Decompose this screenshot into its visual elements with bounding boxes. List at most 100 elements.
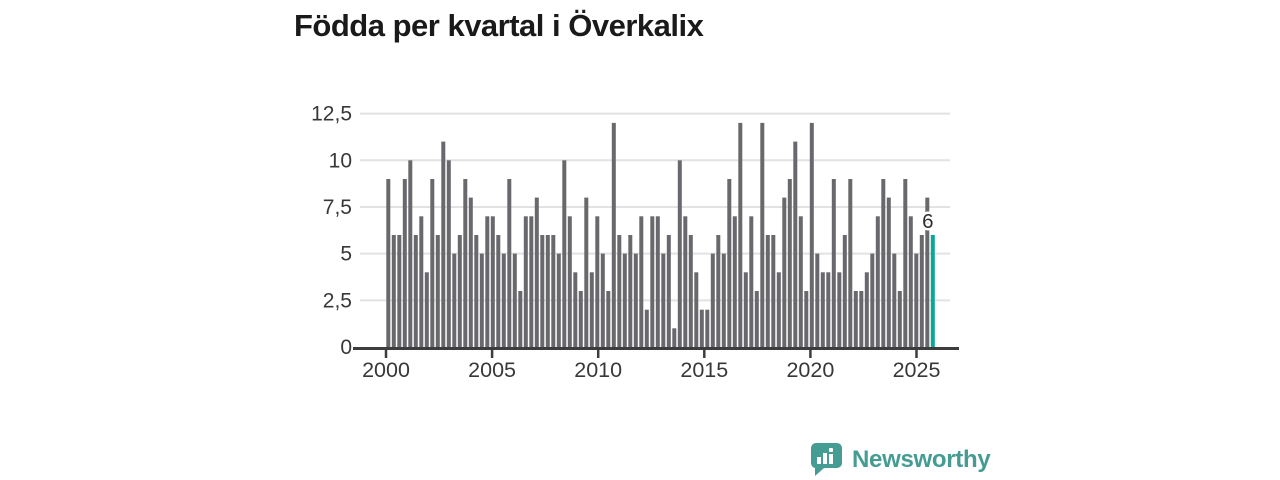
bar <box>501 253 506 347</box>
bar <box>787 179 792 347</box>
bar <box>743 272 748 347</box>
bar <box>705 309 710 347</box>
y-axis-tick-label: 12,5 <box>311 103 352 126</box>
bar <box>424 272 429 347</box>
bar <box>562 160 567 347</box>
bar <box>771 235 776 347</box>
bar <box>782 197 787 347</box>
bar <box>441 141 446 347</box>
x-axis-tick-label: 2025 <box>893 358 941 382</box>
newsworthy-logo-icon <box>810 443 842 476</box>
bar <box>919 235 924 347</box>
bar <box>386 179 391 347</box>
bar <box>793 141 798 347</box>
bar <box>798 216 803 347</box>
bar <box>738 122 743 348</box>
bar <box>765 235 770 347</box>
bar <box>721 253 726 347</box>
bar <box>859 291 864 347</box>
bar <box>716 235 721 347</box>
bar <box>523 216 528 347</box>
bar <box>545 235 550 347</box>
bar <box>776 272 781 347</box>
bar <box>666 235 671 347</box>
bar <box>584 197 589 347</box>
y-axis-tick-label: 5 <box>340 243 352 266</box>
bar <box>490 216 495 347</box>
bar <box>848 179 853 347</box>
y-axis-tick-label: 0 <box>340 336 352 359</box>
bar <box>842 235 847 347</box>
bar <box>413 235 418 347</box>
bar <box>402 179 407 347</box>
bar <box>886 197 891 347</box>
y-axis-tick-label: 7,5 <box>323 196 352 219</box>
bar <box>661 253 666 347</box>
bar <box>864 272 869 347</box>
bar <box>397 235 402 347</box>
bar <box>551 235 556 347</box>
bar <box>699 309 704 347</box>
highlighted-bar <box>930 235 935 347</box>
x-axis-tick-label: 2000 <box>362 358 410 382</box>
bar <box>540 235 545 347</box>
bar <box>727 179 732 347</box>
logo-bar-tall <box>829 454 833 464</box>
bar <box>408 160 413 347</box>
bar <box>815 253 820 347</box>
bar <box>749 216 754 347</box>
bar <box>507 179 512 347</box>
bar <box>694 272 699 347</box>
bar <box>518 291 523 347</box>
bar <box>892 253 897 347</box>
bar <box>578 291 583 347</box>
bar <box>908 216 913 347</box>
bar <box>556 253 561 347</box>
logo-bar-small <box>817 457 821 464</box>
bar <box>611 122 616 348</box>
bar <box>837 272 842 347</box>
bar <box>606 291 611 347</box>
x-axis-tick-label: 2010 <box>574 358 622 382</box>
bar <box>875 216 880 347</box>
x-axis-tick-label: 2015 <box>680 358 728 382</box>
bar <box>831 179 836 347</box>
logo-exclamation-dot <box>829 448 833 452</box>
bar <box>468 197 473 347</box>
bar <box>485 216 490 347</box>
bar <box>589 272 594 347</box>
bar <box>567 216 572 347</box>
bar <box>853 291 858 347</box>
bar <box>809 122 814 348</box>
bar <box>683 216 688 347</box>
bar <box>529 216 534 347</box>
bar <box>688 235 693 347</box>
bar <box>820 272 825 347</box>
bar <box>732 216 737 347</box>
bar <box>760 122 765 348</box>
bar <box>463 179 468 347</box>
bar <box>826 272 831 347</box>
bar <box>881 179 886 347</box>
bar <box>914 253 919 347</box>
newsworthy-logo-text: Newsworthy <box>852 445 991 473</box>
bar <box>446 160 451 347</box>
bar <box>644 309 649 347</box>
x-axis-tick-label: 2005 <box>468 358 516 382</box>
y-axis-tick-label: 2,5 <box>323 289 352 312</box>
bar <box>804 291 809 347</box>
bar <box>628 235 633 347</box>
bar <box>452 253 457 347</box>
y-axis-tick-label: 10 <box>329 149 352 172</box>
bar <box>391 235 396 347</box>
bar <box>870 253 875 347</box>
last-value-annotation: 6 <box>922 210 933 233</box>
bar <box>479 253 484 347</box>
bar <box>650 216 655 347</box>
bar <box>430 179 435 347</box>
bar <box>633 253 638 347</box>
bar <box>419 216 424 347</box>
bar <box>573 272 578 347</box>
x-axis-tick-label: 2020 <box>786 358 834 382</box>
